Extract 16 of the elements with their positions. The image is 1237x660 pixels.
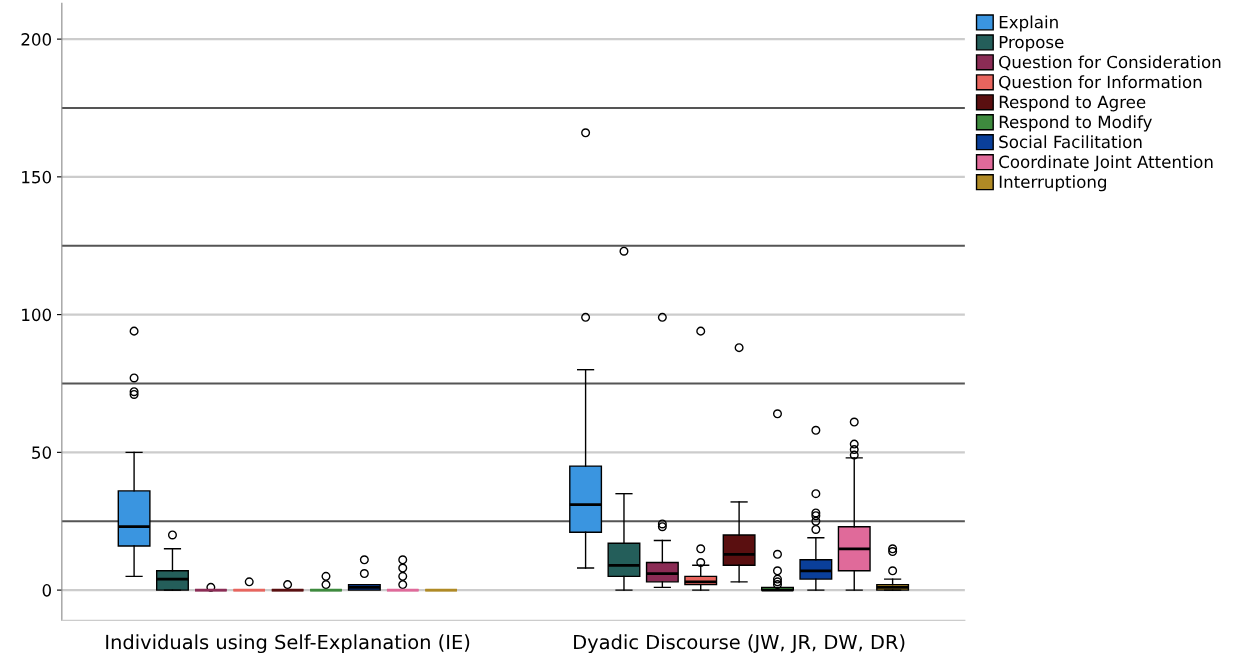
y-tick-label: 50 [32, 446, 52, 459]
legend-label: Respond to Agree [999, 95, 1146, 112]
x-tick-label: Dyadic Discourse (JW, JR, DW, DR) [574, 634, 905, 654]
y-tick-label: 200 [21, 33, 52, 46]
legend-label: Respond to Modify [999, 115, 1152, 132]
legend-label: Interruptiong [999, 175, 1107, 192]
y-tick-label: 100 [22, 308, 52, 322]
y-tick-label: 150 [22, 170, 52, 184]
legend-label: Explain [999, 15, 1058, 32]
legend-label: Question for Information [999, 75, 1202, 91]
legend-label: Propose [999, 35, 1064, 52]
x-tick-label: Individuals using Self-Explanation (IE) [106, 634, 470, 654]
legend-label: Coordinate Joint Attention [999, 155, 1213, 172]
legend-label: Question for Consideration [999, 55, 1221, 71]
legend-label: Social Facilitation [999, 135, 1142, 149]
y-tick-label: 0 [42, 584, 52, 597]
